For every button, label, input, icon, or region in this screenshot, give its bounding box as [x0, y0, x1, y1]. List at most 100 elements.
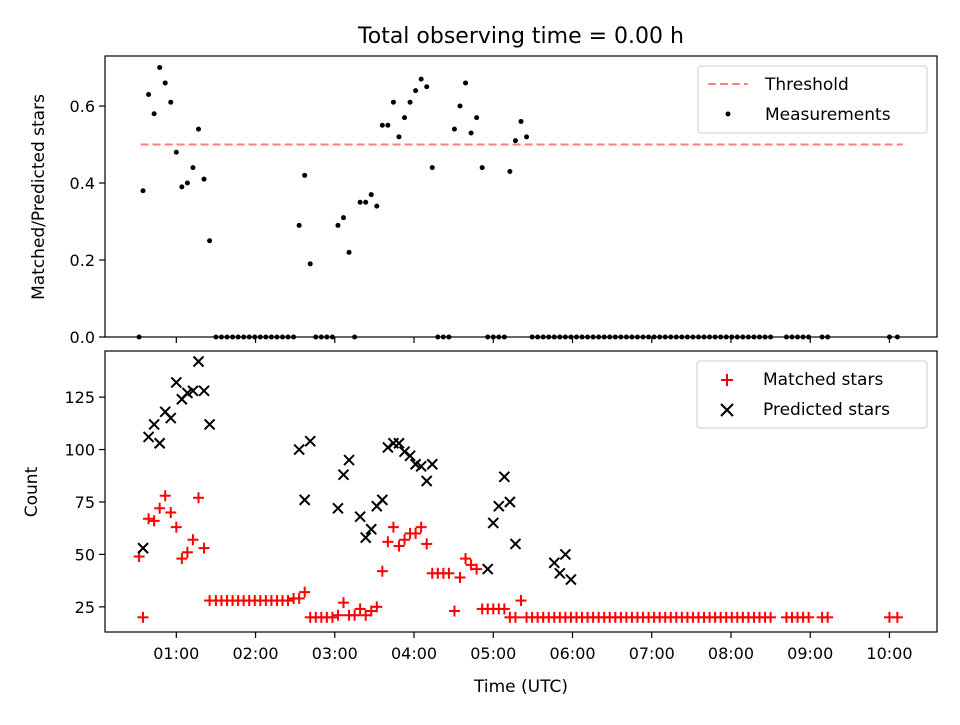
predicted-star-point	[420, 475, 433, 487]
predicted-star-point	[332, 502, 344, 514]
predicted-star-point	[559, 548, 572, 561]
measurement-point	[213, 334, 219, 340]
measurement-point	[601, 334, 607, 340]
measurement-point	[291, 334, 297, 340]
predicted-star-point	[387, 437, 400, 449]
matched-star-point	[159, 490, 171, 502]
measurement-point	[729, 334, 735, 340]
measurement-point	[136, 334, 142, 340]
measurement-point	[446, 334, 452, 340]
measurement-point	[413, 88, 419, 94]
matched-star-point	[443, 567, 455, 579]
measurement-point	[230, 334, 236, 340]
top-legend: Threshold Measurements	[697, 65, 928, 134]
predicted-star-point	[198, 385, 210, 397]
predicted-star-point	[493, 500, 505, 512]
x-tick-label: 02:00	[232, 644, 278, 663]
measurement-point	[751, 334, 757, 340]
measurement-point	[718, 334, 724, 340]
axes-frame	[104, 55, 938, 338]
predicted-star-point	[554, 567, 566, 579]
predicted-star-point	[504, 496, 516, 508]
matched-star-point	[165, 506, 177, 518]
measurement-point	[662, 334, 668, 340]
measurement-point	[468, 130, 474, 136]
measurement-point	[173, 149, 179, 155]
measurement-point	[507, 168, 513, 174]
measurement-point	[318, 334, 324, 340]
matched-star-point	[365, 605, 377, 617]
top-panel: 0.0 0.2 0.4 0.6 Matched/Predicted stars	[29, 55, 938, 347]
matched-star-point	[181, 546, 193, 558]
measurement-point	[524, 134, 530, 140]
x-tick-label: 04:00	[391, 644, 437, 663]
matched-star-point	[399, 534, 411, 546]
measurement-point	[825, 334, 831, 340]
y-tick-label: 0.4	[70, 174, 95, 193]
predicted-star-point	[354, 510, 366, 523]
measurement-point	[623, 334, 629, 340]
measurement-point	[207, 238, 213, 244]
bottom-legend-box	[696, 360, 928, 429]
predicted-legend-label: Predicted stars	[763, 400, 890, 420]
matched-star-point	[387, 521, 399, 533]
matched-legend-label: Matched stars	[763, 370, 883, 390]
matched-star-point	[765, 611, 777, 623]
measurement-point	[296, 222, 302, 228]
measurement-point	[179, 184, 185, 190]
measurement-point	[590, 334, 596, 340]
measurement-point	[302, 172, 308, 178]
matched-star-point	[421, 538, 433, 550]
measurement-point	[457, 103, 463, 109]
measurement-point	[257, 334, 263, 340]
matched-star-point	[338, 597, 350, 609]
measurement-point	[529, 334, 535, 340]
y-tick-label: 100	[64, 441, 95, 460]
measurement-point	[557, 334, 563, 340]
measurement-point	[789, 334, 795, 340]
matched-star-point	[448, 605, 460, 617]
measurements-legend-label: Measurements	[765, 105, 891, 125]
measurement-point	[352, 334, 358, 340]
matched-star-point	[515, 595, 527, 607]
y-tick-label: 0.6	[70, 97, 95, 116]
matched-star-point	[376, 565, 388, 577]
matched-star-point	[354, 603, 366, 615]
measurement-point	[418, 76, 424, 82]
measurement-point	[363, 199, 369, 205]
matched-star-point	[148, 515, 160, 527]
measurement-point	[218, 334, 224, 340]
predicted-star-point	[565, 573, 577, 586]
measurement-point	[201, 176, 207, 182]
bottom-plot-area	[133, 355, 903, 623]
predicted-star-point	[487, 517, 499, 529]
measurement-point	[673, 334, 679, 340]
measurement-point	[596, 334, 602, 340]
predicted-star-point	[548, 557, 560, 569]
top-legend-box	[697, 65, 928, 134]
matched-star-point	[193, 492, 205, 504]
measurement-point	[246, 334, 252, 340]
measurement-point	[579, 334, 585, 340]
predicted-star-point	[293, 443, 305, 456]
predicted-star-point	[498, 471, 511, 483]
measurement-point	[390, 99, 396, 105]
matched-star-point	[176, 553, 188, 565]
measurement-point	[629, 334, 635, 340]
predicted-star-point	[359, 531, 372, 544]
predicted-star-point	[192, 355, 205, 368]
x-tick-label: 05:00	[470, 644, 516, 663]
measurement-point	[646, 334, 652, 340]
x-tick-label: 08:00	[708, 644, 754, 663]
matched-star-point	[137, 611, 149, 623]
predicted-star-point	[187, 385, 199, 397]
measurement-point	[429, 165, 435, 171]
predicted-star-point	[203, 418, 216, 431]
measurement-point	[335, 222, 341, 228]
measurement-point	[379, 122, 385, 128]
predicted-star-point	[337, 469, 350, 481]
top-plot-area	[136, 65, 903, 340]
predicted-star-point	[148, 418, 160, 431]
matched-star-point	[509, 611, 521, 623]
measurement-point	[546, 334, 552, 340]
